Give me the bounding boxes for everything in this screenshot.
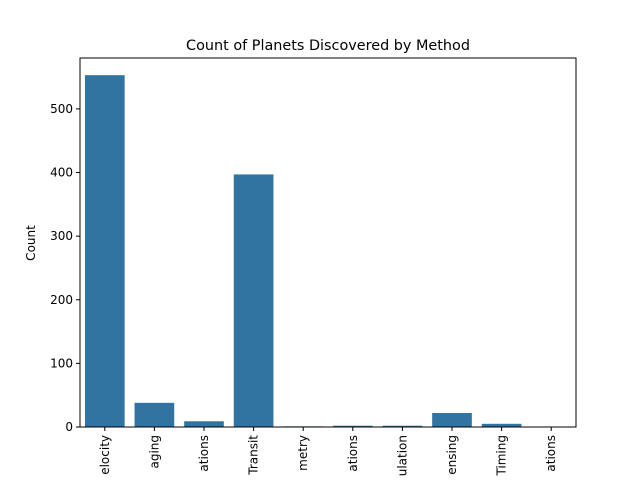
- x-axis: elocity aging ations Transit metry ations ulat…: [98, 427, 558, 477]
- x-tick-label: metry: [296, 435, 310, 471]
- y-tick-label: 200: [50, 293, 73, 307]
- x-tick-label: ulation: [395, 435, 409, 476]
- bar: [481, 423, 522, 427]
- x-tick-label: ensing: [445, 435, 459, 475]
- x-tick-label: Timing: [495, 435, 509, 477]
- bar: [432, 413, 472, 427]
- plot-frame: [79, 57, 577, 428]
- bar: [184, 421, 224, 427]
- y-tick-label: 500: [50, 102, 73, 116]
- x-tick-label: elocity: [98, 435, 112, 475]
- y-tick-label: 0: [65, 420, 73, 434]
- bar: [382, 425, 423, 427]
- x-tick-label: ations: [197, 435, 211, 472]
- x-tick-label: ations: [346, 435, 360, 472]
- x-tick-label: aging: [147, 435, 161, 469]
- bar: [84, 75, 125, 428]
- x-tick-label: ations: [544, 435, 558, 472]
- bar: [332, 425, 373, 427]
- y-tick-label: 400: [50, 166, 73, 180]
- y-tick-label: 300: [50, 229, 73, 243]
- bar: [134, 402, 175, 427]
- y-axis: 0 100 200 300 400 500: [50, 102, 80, 434]
- chart-title: Count of Planets Discovered by Method: [186, 38, 470, 54]
- x-tick-label: Transit: [247, 435, 261, 476]
- bars: [84, 75, 522, 428]
- y-axis-label: Count: [24, 225, 38, 261]
- bar: [233, 174, 274, 427]
- y-tick-label: 100: [50, 356, 73, 370]
